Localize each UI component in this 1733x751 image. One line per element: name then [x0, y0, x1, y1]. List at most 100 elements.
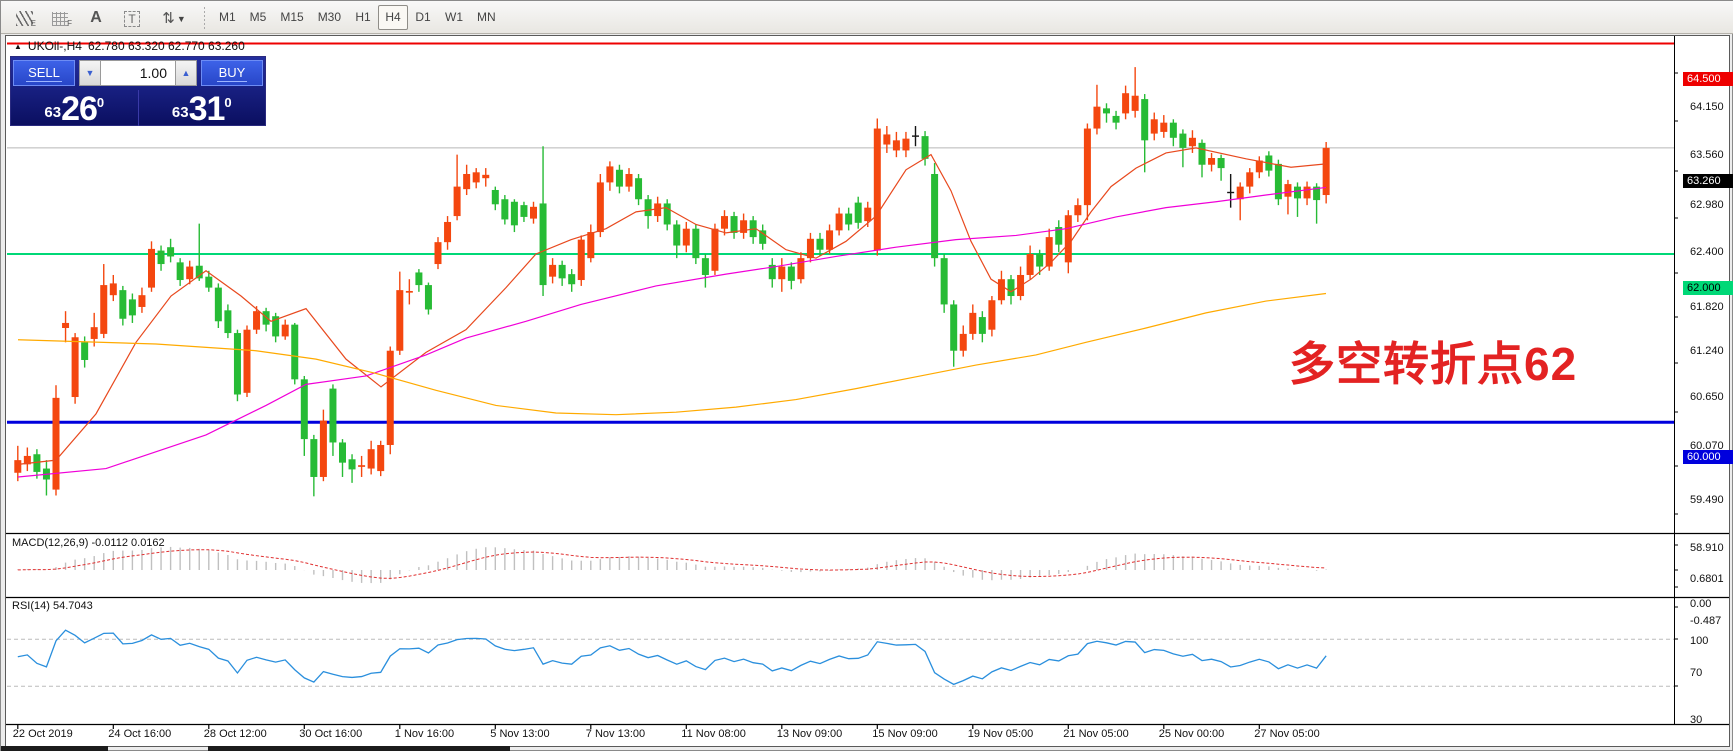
buy-button[interactable]: BUY — [201, 60, 263, 86]
candle-body — [1294, 186, 1301, 199]
candle-body — [1045, 237, 1053, 267]
candle-body — [148, 248, 155, 288]
macd-signal-line — [17, 549, 1327, 579]
candle-body — [1208, 158, 1216, 165]
candle-body — [663, 203, 671, 225]
horizontal-scrollbar-thumb[interactable] — [208, 746, 510, 751]
volume-decrement-button[interactable]: ▼ — [79, 60, 101, 86]
text-tool-icon[interactable]: A — [90, 8, 102, 26]
candle-body — [1246, 172, 1254, 187]
candle-body — [568, 274, 576, 285]
candle-body — [1064, 215, 1072, 263]
collapse-marker-icon[interactable]: ▲ — [14, 41, 22, 51]
candle-body — [339, 442, 346, 463]
candle-body — [195, 265, 203, 279]
candle-body — [1141, 99, 1149, 141]
candle-body — [921, 136, 929, 159]
candle-body — [281, 324, 289, 337]
candle-body — [826, 230, 834, 250]
timeframe-button-h1[interactable]: H1 — [355, 10, 371, 24]
time-axis-label: 28 Oct 12:00 — [203, 728, 267, 740]
timeframe-button-h4[interactable]: H4 — [378, 4, 409, 30]
grid-tool-icon[interactable]: F — [43, 4, 77, 31]
candle-body — [615, 169, 623, 187]
candle-body — [959, 333, 967, 351]
ma-mid — [17, 186, 1327, 478]
candle-body — [109, 283, 117, 296]
timeframe-button-m30[interactable]: M30 — [317, 10, 342, 24]
candle-body — [892, 140, 900, 151]
candle-body — [253, 311, 261, 330]
time-axis-label: 19 Nov 05:00 — [967, 728, 1034, 740]
rsi-label: RSI(14) 54.7043 — [12, 600, 93, 612]
candle-body — [329, 388, 337, 443]
candle-body — [491, 189, 499, 205]
candle-body — [52, 397, 60, 490]
macd-label: MACD(12,26,9) -0.0112 0.0162 — [12, 537, 165, 549]
candle-body — [940, 258, 948, 305]
macd-axis-label: 0.6801 — [1690, 573, 1724, 585]
candle-body — [969, 312, 977, 334]
sell-button[interactable]: SELL — [13, 60, 75, 86]
dropdown-caret-icon[interactable]: ▼ — [176, 13, 186, 24]
candle-body — [1313, 186, 1321, 201]
timeframe-button-d1[interactable]: D1 — [415, 10, 431, 24]
rsi-axis-label: 100 — [1690, 635, 1709, 647]
candle-body — [816, 238, 824, 250]
time-axis-label: 15 Nov 09:00 — [872, 728, 938, 740]
timeframe-button-m15[interactable]: M15 — [280, 10, 304, 24]
price-chart[interactable] — [6, 36, 1729, 746]
channel-tool-icon[interactable]: E — [7, 4, 41, 31]
candle-body — [396, 290, 404, 351]
candle-body — [806, 238, 814, 259]
sell-price[interactable]: 63 26 0 — [11, 90, 139, 126]
timeframe-button-mn[interactable]: MN — [477, 10, 496, 24]
candle-body — [501, 199, 509, 220]
timeframe-button-m5[interactable]: M5 — [249, 10, 267, 24]
toolbar-separator — [204, 5, 205, 29]
price-axis-label: 64.150 — [1690, 101, 1724, 113]
rsi-axis-label: 70 — [1690, 667, 1703, 679]
candle-body — [520, 205, 528, 217]
candle-body — [1036, 253, 1044, 267]
macd-axis-label: 0.00 — [1690, 598, 1712, 610]
candle-body — [787, 266, 795, 281]
candle-body — [1179, 133, 1187, 148]
candle-body — [587, 232, 595, 259]
time-axis-label: 24 Oct 16:00 — [108, 728, 172, 740]
candle-body — [434, 242, 442, 265]
text-label-tool-icon[interactable]: T — [115, 4, 149, 31]
candle-body — [883, 134, 891, 145]
candle-body — [978, 317, 986, 334]
candle-body — [873, 128, 881, 251]
buy-price[interactable]: 63 31 0 — [171, 90, 232, 128]
timeframe-button-w1[interactable]: W1 — [445, 10, 464, 24]
candle-body — [348, 459, 356, 470]
horizontal-scrollbar-thumb[interactable] — [1, 746, 108, 751]
candle-body — [167, 247, 175, 257]
timeframe-button-m1[interactable]: M1 — [219, 10, 236, 24]
volume-increment-button[interactable]: ▲ — [175, 60, 197, 86]
candle-body — [386, 350, 394, 445]
candle-body — [931, 173, 939, 259]
cycle-lines-tool-icon[interactable]: ⇅ ▼ — [151, 4, 197, 31]
volume-input[interactable]: 1.00 — [101, 60, 175, 86]
candle-body — [1198, 142, 1206, 165]
candle-body — [1217, 158, 1225, 169]
candle-body — [176, 262, 184, 281]
candle-body — [1007, 279, 1015, 297]
timeframe-group: M1 M5 M15 M30 H1 H4 D1 W1 MN — [212, 4, 503, 30]
time-axis-label: 22 Oct 2019 — [12, 728, 73, 740]
time-axis-label: 30 Oct 16:00 — [299, 728, 363, 740]
resistance-price-badge: 64.500 — [1683, 72, 1733, 86]
candle-body — [510, 201, 518, 226]
candle-body — [1112, 115, 1120, 123]
candle-body — [682, 228, 690, 246]
candle-body — [14, 460, 22, 473]
toolbar: E F A T ⇅ ▼ M1 M5 M15 M30 H1 H4 D1 W1 MN — [1, 1, 1733, 34]
candle-body — [902, 138, 910, 151]
candle-body — [1122, 93, 1130, 114]
candle-body — [988, 300, 996, 330]
candle-body — [186, 266, 194, 280]
